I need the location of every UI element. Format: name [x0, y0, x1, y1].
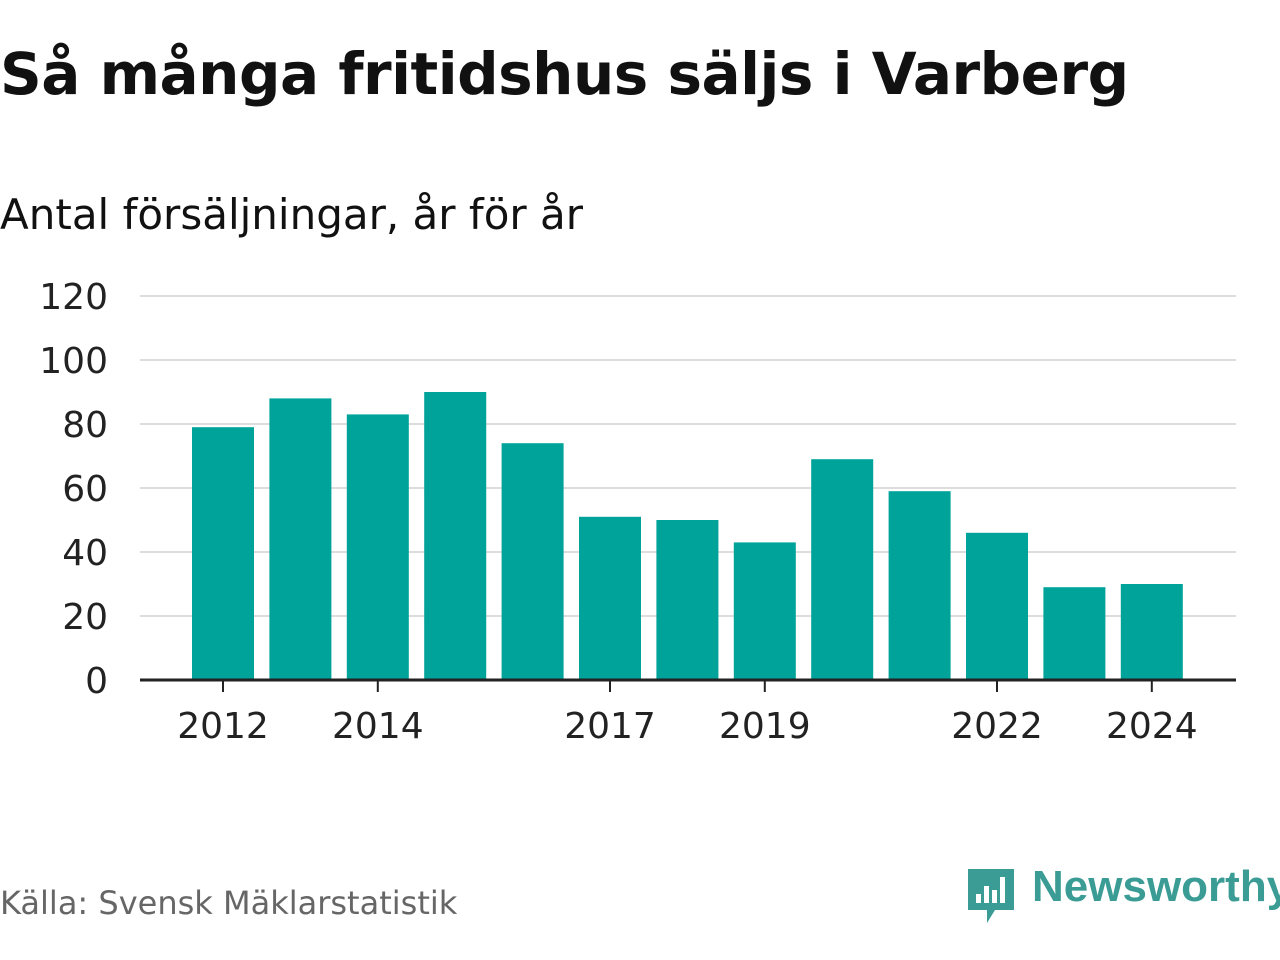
bar-2012: [192, 427, 254, 680]
bar-chart: 0 20 40 60 80 100 120 2012 2014 2017 2019 2022 2024: [39, 277, 1236, 747]
newsworthy-logo-icon: [968, 869, 1014, 923]
y-tick-label: 0: [85, 661, 108, 702]
y-tick-label: 120: [39, 277, 108, 318]
x-tick-label: 2012: [177, 706, 269, 747]
bar-2024: [1120, 584, 1183, 680]
bar-2023: [1043, 587, 1106, 680]
y-tick-label: 20: [62, 597, 108, 638]
bar-2017: [579, 516, 641, 680]
x-tick-label: 2014: [332, 706, 424, 747]
x-axis: [140, 678, 1236, 692]
x-tick-label: 2024: [1106, 706, 1198, 747]
y-tick-label: 40: [62, 533, 108, 574]
source-note: Källa: Svensk Mäklarstatistik: [0, 884, 458, 922]
x-tick-label: 2022: [951, 706, 1043, 747]
bar-2016: [501, 443, 564, 680]
bar-2021: [888, 491, 951, 680]
bar-2020: [811, 459, 874, 680]
x-axis-tick-labels: 2012 2014 2017 2019 2022 2024: [177, 706, 1197, 747]
y-tick-label: 100: [39, 341, 108, 382]
bars: [192, 392, 1183, 680]
bar-2019: [733, 542, 796, 680]
y-axis-tick-labels: 0 20 40 60 80 100 120: [39, 277, 108, 702]
chart-subtitle: Antal försäljningar, år för år: [0, 190, 584, 239]
bar-2014: [346, 414, 409, 680]
brand-name: Newsworthy: [1032, 862, 1280, 911]
bar-2013: [269, 398, 332, 680]
chart-title: Så många fritidshus säljs i Varberg: [0, 40, 1129, 108]
y-tick-label: 60: [62, 469, 108, 510]
x-tick-label: 2017: [564, 706, 656, 747]
bar-2015: [424, 392, 487, 680]
x-tick-label: 2019: [719, 706, 811, 747]
bar-2018: [656, 520, 719, 680]
y-tick-label: 80: [62, 405, 108, 446]
bar-2022: [966, 532, 1028, 680]
